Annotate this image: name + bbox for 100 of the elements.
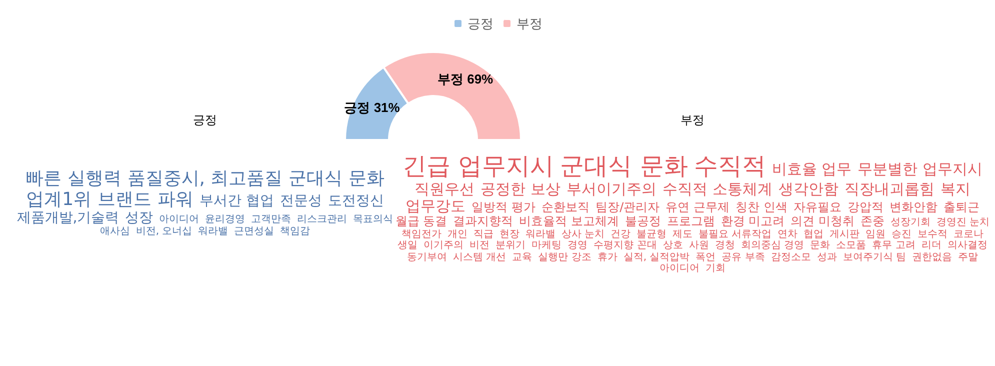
legend-label: 긍정 (468, 16, 494, 31)
text: 불균형 (636, 228, 666, 240)
text: 수직적 (694, 152, 766, 181)
text: 실적, 실적압박 (623, 252, 690, 264)
text: 월급 동결 (395, 214, 448, 229)
text: 자유필요 (793, 200, 842, 215)
text: 공유 부족 (722, 252, 765, 264)
text: 존중 (860, 214, 885, 229)
text: 문화 (810, 240, 830, 252)
text: 군대식 문화 (288, 168, 384, 190)
text: 고객만족 (251, 214, 292, 226)
text: 경청 (714, 240, 735, 252)
text: 휴무 고려 (872, 240, 916, 252)
text: 회의중심 경영 (740, 240, 804, 252)
text: 출퇴근 (943, 200, 980, 215)
text: 기회 (706, 263, 726, 275)
text: 도전정신 (328, 192, 384, 209)
text: 직장내괴롭힘 (844, 180, 934, 198)
text: 브랜드 파워 (98, 188, 194, 210)
text: 폭언 (696, 252, 716, 264)
text: 감정소모 (770, 252, 811, 264)
text: 제품개발,기술력 (16, 210, 120, 226)
text: 긍정 (193, 113, 217, 127)
text: 윤리경영 (205, 214, 246, 226)
text: 수평지향 꼰대 (594, 240, 657, 252)
text: 실행만 강조 (538, 252, 592, 264)
text: 책임감 (280, 226, 310, 238)
text: 유연 근무제 (666, 200, 730, 215)
text: 연차 (778, 228, 798, 240)
text: 상사 눈치 (561, 228, 604, 240)
text: 마케팅 (532, 240, 562, 252)
text: 의견 미청취 (790, 214, 855, 229)
text: 성장 (125, 210, 154, 226)
text: 워라밸 (525, 228, 556, 240)
text: 협업 (804, 228, 824, 240)
text: 수직적 소통체계 (662, 180, 772, 198)
text: 의사결정 (947, 240, 988, 252)
text: 비전 (470, 240, 490, 252)
text: 경영진 눈치 (936, 217, 990, 229)
text: 무분별한 업무지시 (858, 160, 982, 178)
text: 불필요 서류작업 (698, 228, 772, 240)
text: 동기부여 (406, 252, 447, 264)
category-label: 부정 69% (437, 72, 494, 87)
text: 사원 (688, 240, 709, 252)
text: 애사심 (100, 226, 130, 238)
text: 복지 (940, 180, 970, 198)
text: 업계1위 (26, 188, 92, 210)
text: 긴급 업무지시 (402, 152, 554, 181)
text: 생일 (398, 240, 418, 252)
legend-label: 부정 (516, 16, 542, 31)
text: 프로그램 (666, 214, 715, 229)
text: 제도 (672, 228, 692, 240)
text: 부서이기주의 (566, 180, 656, 198)
text: 부서간 협업 (199, 192, 274, 209)
text: 아이디어 (660, 263, 700, 275)
text: 환경 미고려 (720, 214, 785, 229)
text: 순환보직 (542, 200, 590, 215)
text: 분위기 (496, 240, 526, 252)
text: 직급 (473, 228, 494, 240)
text: 주말 (958, 252, 978, 264)
text: 칭찬 인색 (735, 200, 788, 215)
text: 이기주의 (424, 240, 464, 252)
text: 품질중시, 최고품질 (127, 168, 283, 190)
text: 건강 (610, 228, 630, 240)
text: 성과 (816, 252, 837, 264)
text: 시스템 개선 (452, 252, 506, 264)
text: 소모품 (836, 240, 866, 252)
text: 근면성실 (234, 226, 274, 238)
text: 팀장/관리자 (596, 200, 660, 215)
text: 결과지향적 (453, 214, 514, 229)
text: 부정 (680, 113, 704, 127)
text: 군대식 문화 (560, 152, 688, 181)
text: 경영 (568, 240, 588, 252)
text: 공정한 보상 (480, 180, 560, 198)
category-label: 긍정 31% (344, 100, 400, 116)
text: 업무강도 (406, 196, 466, 216)
text: 목표의식 (353, 214, 394, 226)
text: 비전, 오너십 (136, 226, 192, 238)
text: 성장기회 (890, 217, 931, 229)
text: 코로나 (954, 228, 984, 240)
text: 비효율적 보고체계 (519, 214, 619, 229)
text: 일방적 평가 (472, 200, 536, 215)
text: 보여주기식 팀 (842, 252, 906, 264)
text: 생각안함 (778, 180, 838, 198)
text: 상호 (662, 240, 683, 252)
text: 권한없음 (912, 252, 952, 264)
text: 직원우선 (414, 180, 475, 198)
text: 현장 (499, 228, 520, 240)
text: 빠른 실행력 (26, 168, 122, 190)
text: 임원 (866, 228, 886, 240)
text: 변화안함 (889, 200, 938, 215)
text: 불공정 (624, 214, 661, 229)
text: 리스크관리 (297, 214, 348, 226)
text: 강압적 (847, 200, 884, 215)
text: 전문성 (280, 192, 322, 209)
text: 보수적 (918, 228, 948, 240)
text: 개인 (447, 228, 468, 240)
text: 책임전가 (401, 228, 442, 240)
text: 워라밸 (198, 226, 228, 238)
text: 게시판 (830, 228, 860, 240)
